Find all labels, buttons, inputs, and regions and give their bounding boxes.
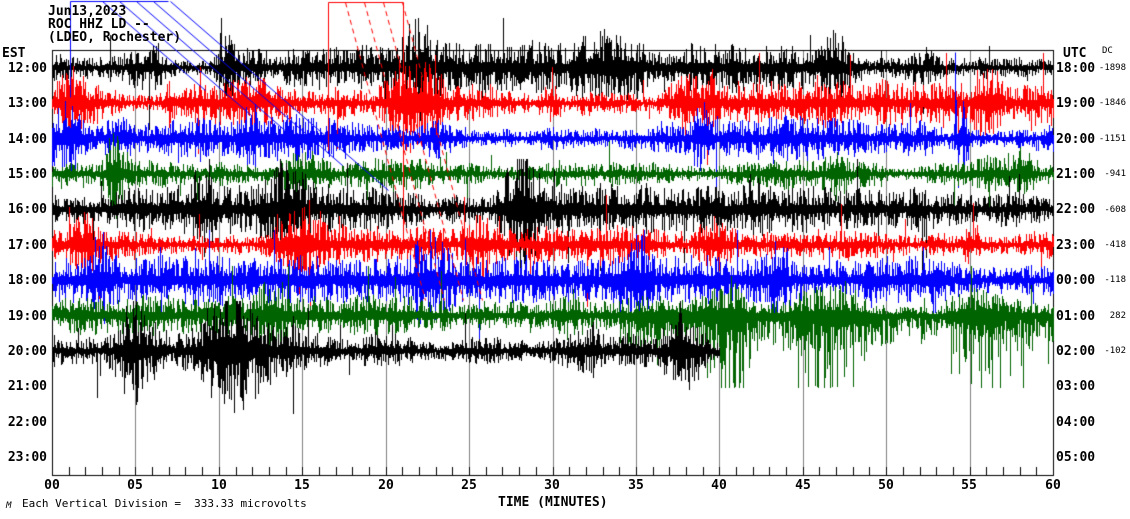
x-tick-label: 30 [544,478,560,493]
est-time-label: 12:00 [7,61,47,76]
est-time-label: 16:00 [7,202,47,217]
x-tick-label: 60 [1045,478,1061,493]
dc-value: -418 [1104,240,1126,250]
dc-value: -118 [1104,275,1126,285]
dc-value: -608 [1104,205,1126,215]
est-time-label: 22:00 [7,415,47,430]
est-time-label: 14:00 [7,132,47,147]
plot-date: Jun13,2023 [48,4,127,19]
x-axis-title: TIME (MINUTES) [498,495,608,510]
dc-value: -1151 [1098,134,1126,144]
est-time-label: 18:00 [7,273,47,288]
x-tick-label: 50 [878,478,894,493]
dc-value: -941 [1104,169,1126,179]
x-tick-label: 45 [795,478,811,493]
utc-time-label: 23:00 [1056,238,1096,253]
utc-time-label: 03:00 [1056,379,1096,394]
station-location: (LDEO, Rochester) [48,30,182,45]
dc-value: -1898 [1098,63,1126,73]
utc-time-label: 19:00 [1056,96,1096,111]
utc-time-label: 05:00 [1056,450,1096,465]
x-tick-label: 05 [127,478,143,493]
utc-time-label: 01:00 [1056,309,1096,324]
x-tick-label: 40 [711,478,727,493]
dc-value: -1846 [1098,98,1126,108]
utc-time-label: 00:00 [1056,273,1096,288]
x-tick-label: 35 [628,478,644,493]
utc-time-label: 20:00 [1056,132,1096,147]
est-time-label: 23:00 [7,450,47,465]
station-code: ROC HHZ LD -- [48,17,150,32]
x-tick-label: 25 [461,478,477,493]
est-time-label: 17:00 [7,238,47,253]
x-tick-label: 55 [961,478,977,493]
utc-axis-header: UTC [1063,46,1087,61]
est-time-label: 13:00 [7,96,47,111]
est-time-label: 21:00 [7,379,47,394]
est-axis-header: EST [2,46,26,61]
dc-value: 282 [1109,311,1126,321]
dc-value: -102 [1104,346,1126,356]
utc-time-label: 21:00 [1056,167,1096,182]
x-tick-label: 10 [211,478,227,493]
utc-time-label: 18:00 [1056,61,1096,76]
logo-mark: M [6,501,12,511]
dc-axis-header: DC [1102,46,1113,56]
x-tick-label: 15 [294,478,310,493]
utc-time-label: 04:00 [1056,415,1096,430]
x-tick-label: 00 [44,478,60,493]
vertical-scale-note: Each Vertical Division = 333.33 microvol… [22,497,307,510]
est-time-label: 15:00 [7,167,47,182]
utc-time-label: 02:00 [1056,344,1096,359]
utc-time-label: 22:00 [1056,202,1096,217]
est-time-label: 19:00 [7,309,47,324]
x-tick-label: 20 [378,478,394,493]
est-time-label: 20:00 [7,344,47,359]
